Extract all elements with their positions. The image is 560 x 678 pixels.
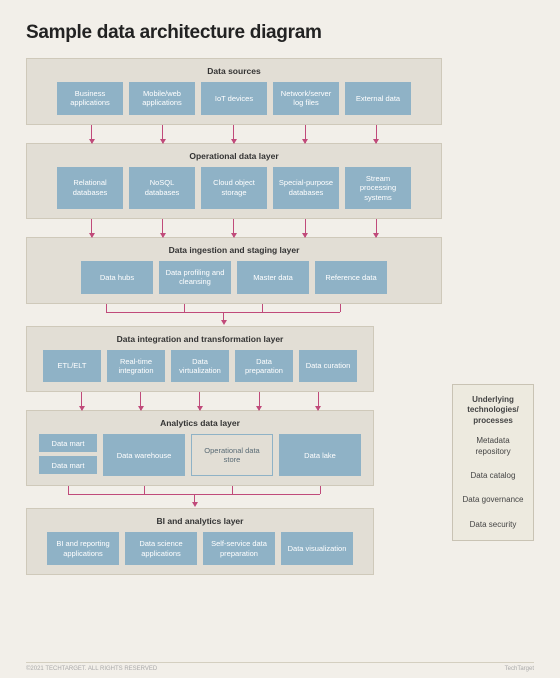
arrows-sources-to-operational [26,125,442,143]
data-mart-stack: Data mart Data mart [39,434,97,476]
box-data-science-applications: Data science applications [125,532,197,565]
arrows-integration-to-analytics [26,392,374,410]
box-data-mart-1: Data mart [39,434,97,452]
layer-title: Analytics data layer [35,418,365,428]
box-cloud-object-storage: Cloud object storage [201,167,267,209]
layer-ingestion: Data ingestion and staging layer Data hu… [26,237,442,304]
side-item-data-governance: Data governance [461,495,525,505]
layer-bi-analytics: BI and analytics layer BI and reporting … [26,508,374,575]
layer-title: Data ingestion and staging layer [35,245,433,255]
box-data-virtualization: Data virtualization [171,350,229,383]
footer-copyright: ©2021 TECHTARGET. ALL RIGHTS RESERVED [26,666,157,672]
layer-title: BI and analytics layer [35,516,365,526]
side-item-data-security: Data security [461,520,525,530]
box-network-server-log-files: Network/server log files [273,82,339,115]
layer-title: Data integration and transformation laye… [35,334,365,344]
layer-data-sources: Data sources Business applications Mobil… [26,58,442,125]
box-nosql-databases: NoSQL databases [129,167,195,209]
box-external-data: External data [345,82,411,115]
main-column: Data sources Business applications Mobil… [26,58,442,575]
box-etl-elt: ETL/ELT [43,350,101,383]
box-real-time-integration: Real-time integration [107,350,165,383]
box-special-purpose-databases: Special-purpose databases [273,167,339,209]
layer-analytics: Analytics data layer Data mart Data mart… [26,410,374,486]
side-panel-title: Underlying technologies/ processes [461,395,525,426]
box-data-preparation: Data preparation [235,350,293,383]
connector-ingestion-to-integration [26,304,442,326]
footer-brand: TechTarget [505,666,534,672]
box-data-profiling-cleansing: Data profiling and cleansing [159,261,231,294]
box-stream-processing-systems: Stream processing systems [345,167,411,209]
box-data-warehouse: Data warehouse [103,434,185,476]
box-bi-reporting-applications: BI and reporting applications [47,532,119,565]
box-operational-data-store: Operational data store [191,434,273,476]
box-self-service-data-preparation: Self-service data preparation [203,532,275,565]
box-data-visualization: Data visualization [281,532,353,565]
diagram-body: Data sources Business applications Mobil… [26,58,534,575]
side-item-data-catalog: Data catalog [461,471,525,481]
box-business-applications: Business applications [57,82,123,115]
box-data-lake: Data lake [279,434,361,476]
diagram-title: Sample data architecture diagram [26,22,534,44]
box-data-mart-2: Data mart [39,456,97,474]
layer-title: Operational data layer [35,151,433,161]
side-panel-underlying: Underlying technologies/ processes Metad… [452,384,534,541]
layer-integration: Data integration and transformation laye… [26,326,374,393]
box-relational-databases: Relational databases [57,167,123,209]
box-iot-devices: IoT devices [201,82,267,115]
box-reference-data: Reference data [315,261,387,294]
side-item-metadata-repository: Metadata repository [461,436,525,457]
arrows-operational-to-ingestion [26,219,442,237]
footer: ©2021 TECHTARGET. ALL RIGHTS RESERVED Te… [26,662,534,672]
box-master-data: Master data [237,261,309,294]
box-data-hubs: Data hubs [81,261,153,294]
box-mobile-web-applications: Mobile/web applications [129,82,195,115]
layer-title: Data sources [35,66,433,76]
layer-operational: Operational data layer Relational databa… [26,143,442,219]
box-data-curation: Data curation [299,350,357,383]
connector-analytics-to-bi [26,486,374,508]
